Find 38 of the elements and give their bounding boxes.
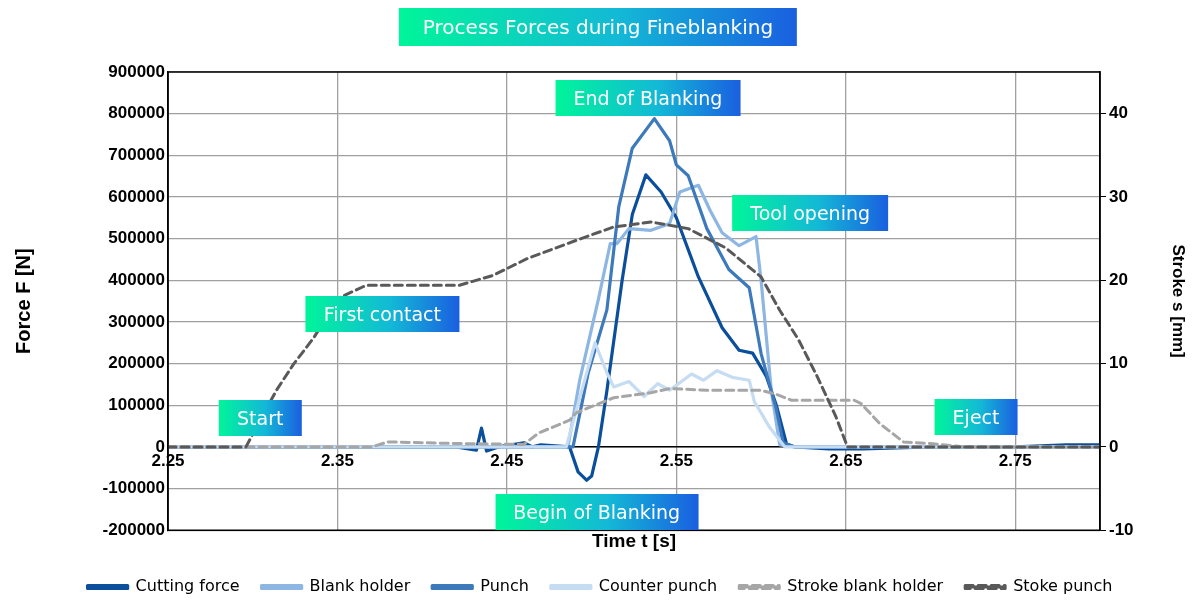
y2-tick-label: 10 bbox=[1109, 353, 1128, 373]
legend-label: Punch bbox=[480, 576, 529, 596]
y2-axis-title: Stroke s [mm] bbox=[1169, 244, 1189, 358]
note-label: Begin of Blanking bbox=[495, 494, 699, 531]
x-axis-title: Time t [s] bbox=[591, 529, 677, 551]
note-label: End of Blanking bbox=[555, 79, 741, 116]
y-tick-label: 700000 bbox=[108, 145, 165, 164]
y-axis-title: Force F [N] bbox=[11, 248, 34, 354]
note-label: Start bbox=[219, 399, 302, 436]
x-tick-label: 2.45 bbox=[490, 450, 524, 470]
y2-tick-label: 20 bbox=[1109, 269, 1128, 289]
x-tick-label: 2.35 bbox=[320, 450, 354, 470]
legend-label: Blank holder bbox=[309, 576, 411, 596]
legend-label: Stroke blank holder bbox=[787, 576, 944, 596]
note-label: Eject bbox=[934, 399, 1018, 435]
x-tick-label: 2.65 bbox=[829, 450, 863, 470]
x-tick-label: 2.75 bbox=[998, 450, 1032, 470]
y-tick-label: 300000 bbox=[108, 311, 165, 331]
y-tick-label: 500000 bbox=[108, 228, 165, 248]
y2-tick-label: -10 bbox=[1109, 519, 1134, 539]
y-tick-label: 900000 bbox=[108, 61, 165, 81]
y-tick-label: 100000 bbox=[108, 394, 165, 414]
x-tick-label: 2.55 bbox=[659, 450, 693, 470]
y-tick-label: 200000 bbox=[108, 353, 165, 373]
y-tick-label: -200000 bbox=[102, 519, 165, 539]
y-tick-label: 800000 bbox=[108, 103, 165, 123]
note-label: Tool opening bbox=[732, 194, 888, 231]
y-tick-label: -100000 bbox=[102, 478, 165, 498]
y2-tick-label: 0 bbox=[1109, 436, 1119, 456]
legend-label: Stoke punch bbox=[1013, 576, 1113, 596]
note-label: First contact bbox=[305, 295, 459, 332]
y2-tick-label: 40 bbox=[1109, 103, 1128, 123]
legend-label: Counter punch bbox=[598, 576, 718, 596]
legend-label: Cutting force bbox=[135, 576, 240, 596]
y2-tick-label: 30 bbox=[1109, 186, 1128, 206]
y-tick-label: 400000 bbox=[108, 269, 165, 289]
chart-title: Process Forces during Fineblanking bbox=[398, 8, 798, 46]
y-tick-label: 600000 bbox=[108, 186, 165, 206]
